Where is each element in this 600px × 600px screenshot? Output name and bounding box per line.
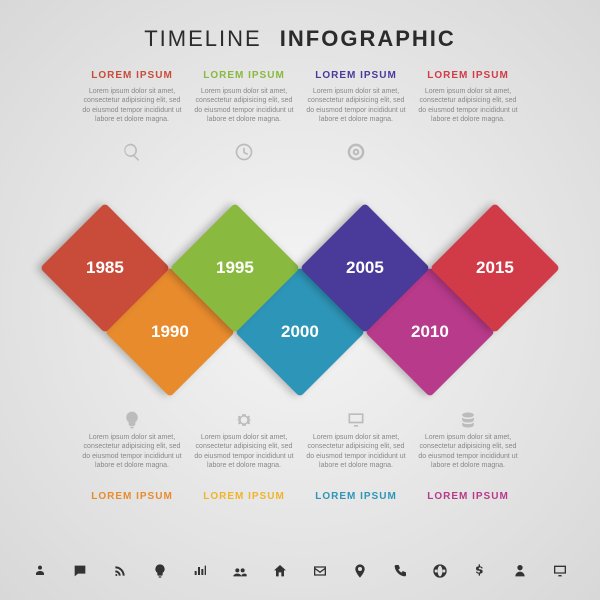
year-label: 2005: [346, 258, 384, 278]
bulb-icon: [122, 407, 142, 433]
globe-icon: [431, 562, 449, 580]
clock-icon: [234, 139, 254, 165]
mail-icon: [311, 562, 329, 580]
chat-icon: [71, 562, 89, 580]
block-body: Lorem ipsum dolor sit amet, consectetur …: [188, 433, 300, 485]
block-title: LOREM IPSUM: [315, 70, 397, 81]
block-body: Lorem ipsum dolor sit amet, consectetur …: [412, 87, 524, 139]
bottom-text-blocks: LOREM IPSUM Lorem ipsum dolor sit amet, c…: [0, 407, 600, 502]
rss-icon: [111, 562, 129, 580]
top-text-blocks: LOREM IPSUM Lorem ipsum dolor sit amet, c…: [0, 70, 600, 165]
page-title: TIMELINE INFOGRAPHIC: [0, 26, 600, 52]
search-icon: [122, 139, 142, 165]
block-title: LOREM IPSUM: [91, 491, 173, 502]
year-label: 1990: [151, 322, 189, 342]
text-block: LOREM IPSUM Lorem ipsum dolor sit amet, c…: [300, 407, 412, 502]
title-thin: TIMELINE: [144, 26, 261, 51]
text-block: LOREM IPSUM Lorem ipsum dolor sit amet, c…: [76, 70, 188, 165]
title-bold: INFOGRAPHIC: [280, 26, 456, 51]
block-body: Lorem ipsum dolor sit amet, consectetur …: [188, 87, 300, 139]
block-body: Lorem ipsum dolor sit amet, consectetur …: [300, 433, 412, 485]
group-icon: [231, 562, 249, 580]
bulb-icon: [151, 562, 169, 580]
coins-icon: [458, 407, 478, 433]
text-block: LOREM IPSUM Lorem ipsum dolor sit amet, c…: [412, 70, 524, 165]
block-body: Lorem ipsum dolor sit amet, consectetur …: [76, 433, 188, 485]
block-body: Lorem ipsum dolor sit amet, consectetur …: [300, 87, 412, 139]
block-title: LOREM IPSUM: [315, 491, 397, 502]
year-label: 2010: [411, 322, 449, 342]
block-body: Lorem ipsum dolor sit amet, consectetur …: [412, 433, 524, 485]
gears-icon: [234, 407, 254, 433]
text-block: LOREM IPSUM Lorem ipsum dolor sit amet, c…: [188, 70, 300, 165]
monitor-icon: [551, 562, 569, 580]
phone-icon: [391, 562, 409, 580]
text-block: LOREM IPSUM Lorem ipsum dolor sit amet, c…: [412, 407, 524, 502]
block-title: LOREM IPSUM: [203, 70, 285, 81]
block-title: LOREM IPSUM: [427, 70, 509, 81]
dollar-icon: [471, 562, 489, 580]
bars-icon: [191, 562, 209, 580]
pin-icon: [351, 562, 369, 580]
text-block: LOREM IPSUM Lorem ipsum dolor sit amet, c…: [76, 407, 188, 502]
text-block: LOREM IPSUM Lorem ipsum dolor sit amet, c…: [188, 407, 300, 502]
target-icon: [346, 139, 366, 165]
year-label: 1995: [216, 258, 254, 278]
home-icon: [271, 562, 289, 580]
year-label: 2000: [281, 322, 319, 342]
year-label: 2015: [476, 258, 514, 278]
footer-icon-row: [0, 562, 600, 580]
block-title: LOREM IPSUM: [427, 491, 509, 502]
block-title: LOREM IPSUM: [91, 70, 173, 81]
user-icon: [511, 562, 529, 580]
monitor-icon: [346, 407, 366, 433]
block-title: LOREM IPSUM: [203, 491, 285, 502]
year-label: 1985: [86, 258, 124, 278]
block-body: Lorem ipsum dolor sit amet, consectetur …: [76, 87, 188, 139]
text-block: LOREM IPSUM Lorem ipsum dolor sit amet, c…: [300, 70, 412, 165]
person-icon: [31, 562, 49, 580]
